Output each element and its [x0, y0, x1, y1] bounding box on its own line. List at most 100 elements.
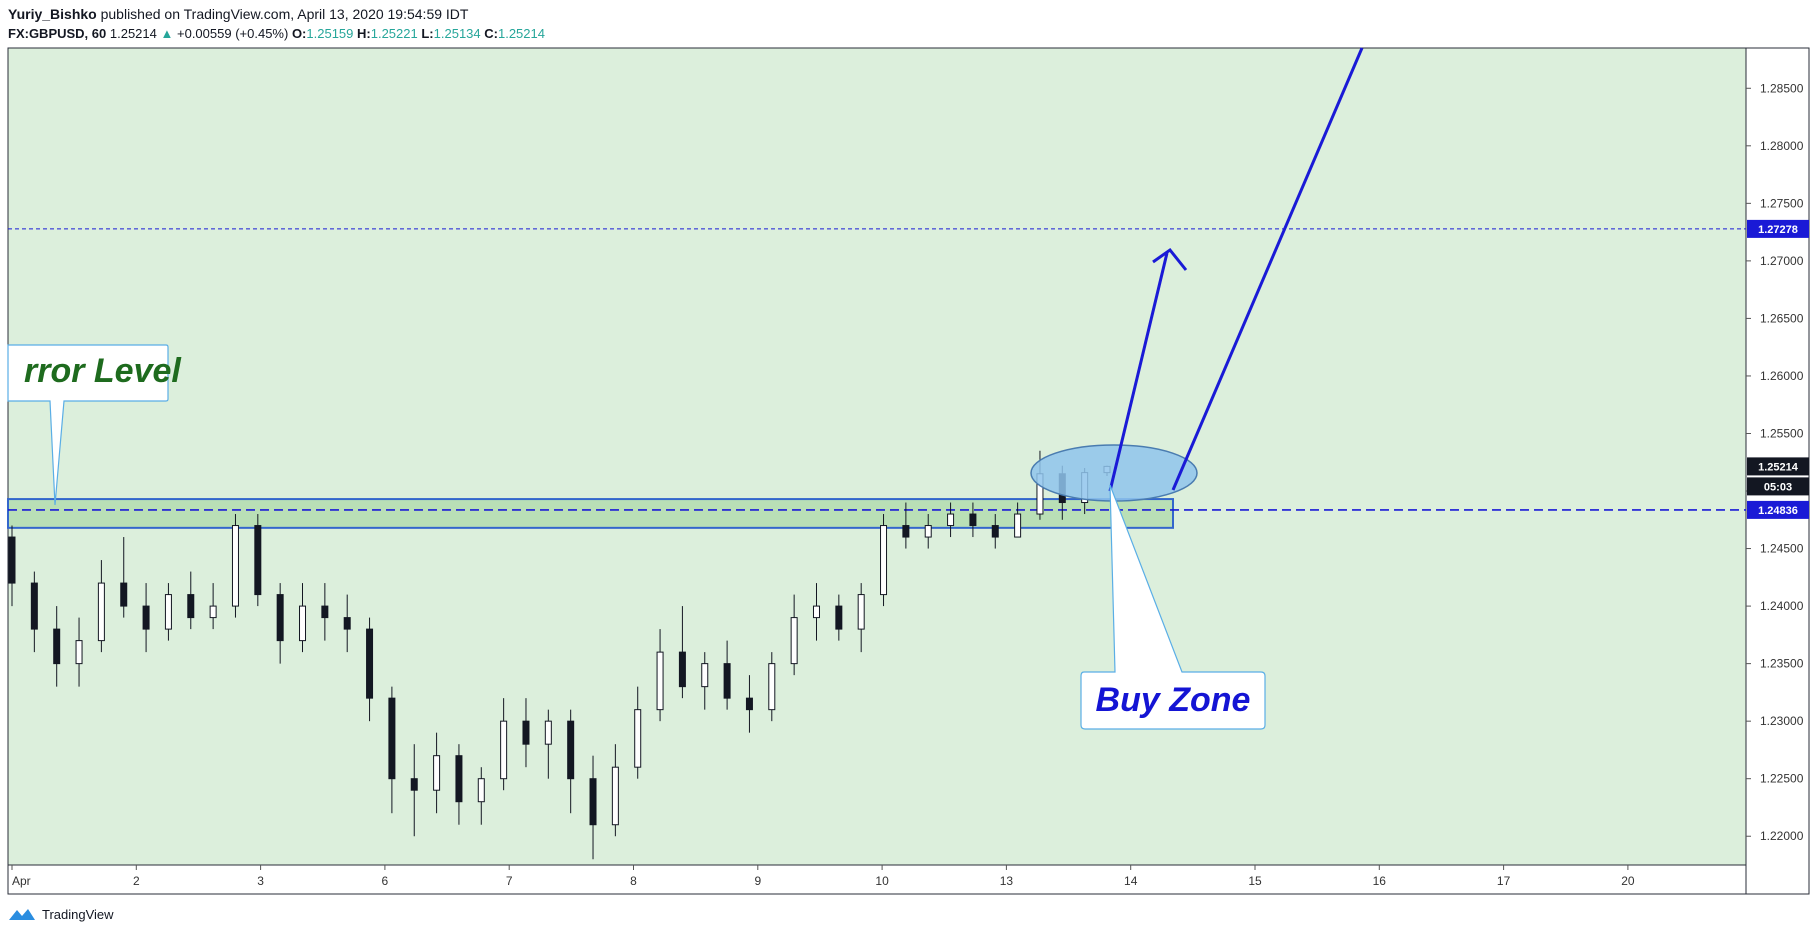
last-price-badge-bg [1747, 457, 1809, 476]
time-axis[interactable] [8, 865, 1746, 894]
upper-level-badge-text: 1.27278 [1758, 224, 1798, 236]
candle-body [947, 513, 955, 527]
candle-body [388, 697, 396, 780]
y-tick-label: 1.22500 [1760, 772, 1804, 786]
candle-body [30, 582, 38, 630]
candle-body [902, 525, 910, 538]
last-price: 1.25214 [109, 26, 157, 41]
y-tick-label: 1.27500 [1760, 196, 1804, 210]
y-tick-label: 1.26000 [1760, 369, 1804, 383]
target-arrow-head [1152, 247, 1188, 271]
candle-body [142, 605, 150, 630]
candle-body [209, 605, 217, 619]
horizontal-levels[interactable] [8, 228, 1746, 511]
price-change: +0.00559 (+0.45%) [177, 26, 289, 41]
x-tick-label: 7 [506, 874, 513, 888]
candle-body [120, 582, 128, 607]
countdown-text: 05:03 [1764, 481, 1792, 493]
y-tick-label: 1.22000 [1760, 829, 1804, 843]
candle-body [611, 766, 619, 826]
candle-body [723, 663, 731, 699]
candle-body [187, 594, 195, 619]
low-value: 1.25134 [433, 26, 481, 41]
candle-body [75, 640, 83, 665]
candle-body [477, 778, 485, 803]
x-tick-label: 2 [133, 874, 140, 888]
candle-body [812, 605, 820, 619]
candle-body [567, 720, 575, 780]
x-tick-label: 10 [875, 874, 889, 888]
candle-body [790, 617, 798, 665]
candle-body [500, 720, 508, 780]
y-tick-label: 1.24000 [1760, 599, 1804, 613]
candle-body [589, 778, 597, 826]
tradingview-brand: TradingView [42, 906, 114, 922]
candle-body [97, 582, 105, 642]
candle-body [678, 651, 686, 688]
x-tick-label: 17 [1497, 874, 1511, 888]
x-tick-label: 20 [1621, 874, 1635, 888]
low-label: L: [421, 26, 434, 41]
drawings[interactable]: rror Level Buy Zone [7, 47, 1364, 730]
y-tick-label: 1.24500 [1760, 542, 1804, 556]
candle-body [343, 617, 351, 630]
candles [8, 450, 1111, 860]
candle-body [544, 720, 552, 745]
candle-body [969, 513, 977, 527]
x-tick-label: Apr [12, 874, 31, 888]
candle-body [299, 605, 307, 642]
candle-body [433, 755, 441, 791]
candle-body [366, 628, 374, 699]
support-zone[interactable] [7, 498, 1174, 529]
price-badges: 1.27278 1.25214 05:03 1.24836 [1747, 219, 1809, 519]
y-tick-label: 1.23500 [1760, 657, 1804, 671]
last-price-badge-text: 1.25214 [1758, 461, 1799, 473]
candle-body [880, 525, 888, 596]
x-tick-label: 6 [382, 874, 389, 888]
support-zone-rect [7, 498, 1174, 529]
candle-body [522, 720, 530, 745]
high-label: H: [357, 26, 371, 41]
buy-zone-label: Buy Zone [1096, 681, 1251, 719]
error-level-callout [7, 344, 169, 506]
candle-body [231, 525, 239, 607]
candle-body [164, 594, 172, 630]
candle-body [835, 605, 843, 630]
candle-body [656, 651, 664, 711]
publish-info: Yuriy_Bishko published on TradingView.co… [8, 6, 468, 22]
target-arrow-line [1108, 252, 1169, 492]
candle-body [321, 605, 329, 619]
x-tick-label: 16 [1373, 874, 1387, 888]
candle-body [53, 628, 61, 665]
y-tick-label: 1.27000 [1760, 254, 1804, 268]
ohlc-legend: FX:GBPUSD, 60 1.25214 ▲ +0.00559 (+0.45%… [8, 26, 545, 41]
candle-body [276, 594, 284, 642]
y-tick-label: 1.23000 [1760, 714, 1804, 728]
candle-body [8, 536, 16, 584]
countdown-badge-bg [1747, 477, 1809, 496]
open-label: O: [291, 26, 307, 41]
y-tick-label: 1.28000 [1760, 139, 1804, 153]
x-tick-label: 15 [1248, 874, 1262, 888]
close-label: C: [484, 26, 498, 41]
author-name[interactable]: Yuriy_Bishko [8, 6, 97, 22]
x-tick-label: 14 [1124, 874, 1138, 888]
tradingview-logo-icon [9, 909, 35, 920]
candle-body [634, 709, 642, 768]
candle-body [745, 697, 753, 711]
tradingview-footer[interactable]: TradingView [8, 906, 114, 922]
chart-pane-background [8, 48, 1746, 865]
x-tick-label: 13 [1000, 874, 1014, 888]
candle-body [924, 525, 932, 538]
candle-body [701, 663, 709, 688]
x-axis-ticks: Apr 2 3 6 7 8 9 10 13 14 15 16 17 20 [11, 865, 1635, 888]
y-tick-label: 1.28500 [1760, 81, 1804, 95]
y-tick-label: 1.25500 [1760, 426, 1804, 440]
upper-level-badge-bg [1747, 219, 1809, 238]
candle-body [455, 755, 463, 803]
candle-body [1014, 513, 1022, 538]
close-value: 1.25214 [497, 26, 545, 41]
symbol-interval: FX:GBPUSD, 60 [8, 26, 107, 41]
published-text: published on TradingView.com, April 13, … [100, 6, 469, 22]
